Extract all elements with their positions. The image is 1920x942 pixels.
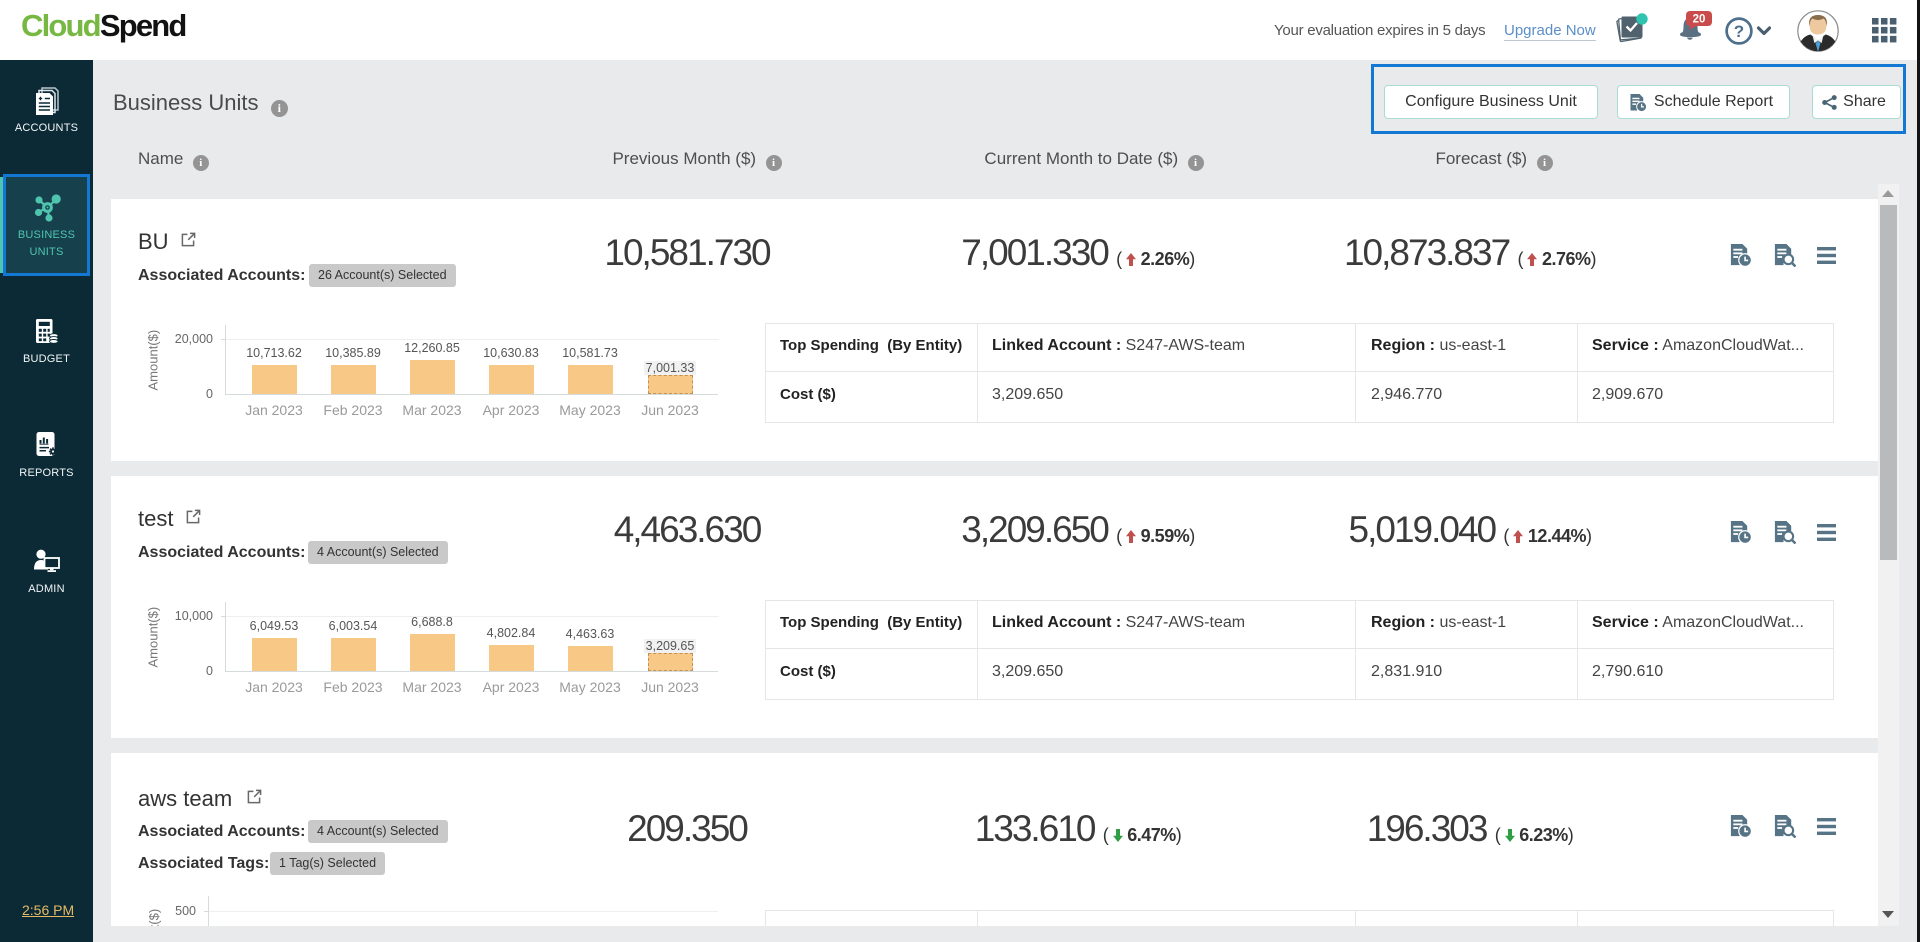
svg-text:20: 20 — [1693, 14, 1706, 26]
svg-text:?: ? — [1734, 22, 1744, 41]
